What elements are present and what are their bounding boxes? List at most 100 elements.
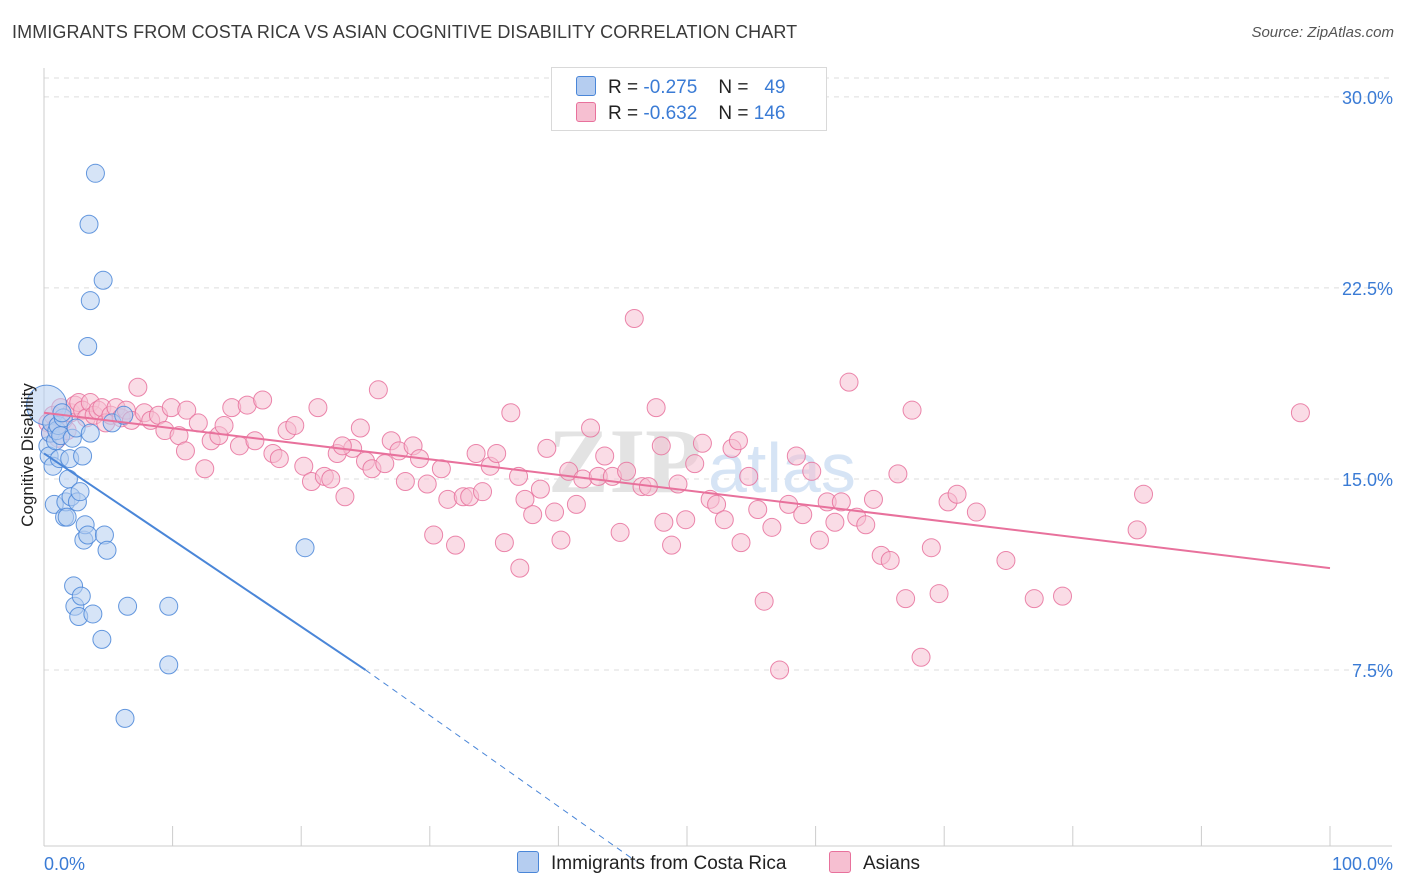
point-asians (624, 308, 644, 328)
series-costa-rica (26, 163, 315, 728)
point-asians (996, 550, 1016, 570)
y-tick-label: 15.0% (1342, 470, 1393, 490)
point-asians (175, 441, 195, 461)
point-asians (537, 438, 557, 458)
point-asians (685, 454, 705, 474)
point-asians (417, 474, 437, 494)
legend-row-blue: R = -0.275 N = 49 (576, 76, 785, 102)
trend-line-asians (43, 411, 1331, 570)
point-asians (335, 487, 355, 507)
point-asians (654, 512, 674, 532)
point-costa-rica (71, 586, 91, 606)
point-costa-rica (159, 655, 179, 675)
series-asians (38, 308, 1310, 680)
point-asians (294, 456, 314, 476)
legend-n-value-pink: 146 (753, 103, 786, 124)
point-asians (332, 436, 352, 456)
point-asians (714, 510, 734, 530)
point-asians (911, 647, 931, 667)
point-asians (825, 512, 845, 532)
point-asians (728, 431, 748, 451)
point-costa-rica (83, 604, 103, 624)
point-asians (188, 413, 208, 433)
legend-r-label-blue: R = (608, 77, 639, 98)
point-asians (424, 525, 444, 545)
point-asians (802, 461, 822, 481)
point-costa-rica (70, 482, 90, 502)
point-costa-rica (93, 270, 113, 290)
point-asians (921, 538, 941, 558)
point-costa-rica (52, 403, 72, 423)
point-asians (1024, 589, 1044, 609)
point-asians (731, 533, 751, 553)
point-asians (530, 479, 550, 499)
point-costa-rica (295, 538, 315, 558)
point-asians (856, 515, 876, 535)
point-asians (902, 400, 922, 420)
correlation-legend: R = -0.275 N = 49 R = -0.632 N = 146 (551, 67, 827, 131)
point-asians (446, 535, 466, 555)
point-asians (487, 443, 507, 463)
legend-row-pink: R = -0.632 N = 146 (576, 102, 785, 128)
point-asians (617, 461, 637, 481)
point-asians (754, 591, 774, 611)
legend-n-label-pink: N = (718, 103, 749, 124)
point-asians (195, 459, 215, 479)
point-asians (245, 431, 265, 451)
point-asians (888, 464, 908, 484)
legend-swatch-blue (576, 76, 596, 96)
y-axis-label: Cognitive Disability (18, 383, 37, 527)
bottom-legend-label-pink: Asians (863, 853, 921, 874)
point-asians (707, 494, 727, 514)
point-asians (863, 489, 883, 509)
point-asians (662, 535, 682, 555)
point-asians (929, 584, 949, 604)
legend-swatch-pink (576, 102, 596, 122)
point-asians (839, 372, 859, 392)
source-label: Source: ZipAtlas.com (1251, 24, 1394, 41)
point-asians (1134, 484, 1154, 504)
point-asians (510, 558, 530, 578)
point-asians (321, 469, 341, 489)
point-asians (253, 390, 273, 410)
bottom-legend-swatch-pink (829, 851, 851, 873)
point-asians (651, 436, 671, 456)
legend-n-label-blue: N = (718, 77, 749, 98)
point-asians (947, 484, 967, 504)
point-costa-rica (73, 446, 93, 466)
point-asians (494, 533, 514, 553)
trend-line-costa-rica (43, 452, 367, 671)
point-asians (566, 494, 586, 514)
point-asians (214, 415, 234, 435)
point-asians (646, 398, 666, 418)
point-asians (285, 415, 305, 435)
point-asians (1053, 586, 1073, 606)
point-asians (523, 505, 543, 525)
bottom-legend-swatch-blue (517, 851, 539, 873)
bottom-legend-label-blue: Immigrants from Costa Rica (551, 853, 787, 874)
point-asians (545, 502, 565, 522)
point-asians (473, 482, 493, 502)
point-asians (610, 522, 630, 542)
point-asians (551, 530, 571, 550)
point-costa-rica (159, 596, 179, 616)
point-costa-rica (118, 596, 138, 616)
point-asians (395, 471, 415, 491)
point-asians (177, 400, 197, 420)
point-asians (350, 418, 370, 438)
y-tick-label: 22.5% (1342, 279, 1393, 299)
point-asians (581, 418, 601, 438)
point-costa-rica (78, 525, 98, 545)
point-costa-rica (80, 291, 100, 311)
point-asians (896, 589, 916, 609)
point-costa-rica (57, 507, 77, 527)
bottom-legend-asians: Asians (829, 851, 920, 875)
y-tick-label: 7.5% (1352, 661, 1393, 681)
x-tick-label-max: 100.0% (1332, 854, 1393, 874)
point-costa-rica (115, 708, 135, 728)
legend-r-label-pink: R = (608, 103, 639, 124)
tick-labels: 7.5% 15.0% 22.5% 30.0% 0.0% 100.0% (44, 88, 1393, 874)
point-costa-rica (78, 337, 98, 357)
point-asians (748, 500, 768, 520)
point-asians (595, 446, 615, 466)
